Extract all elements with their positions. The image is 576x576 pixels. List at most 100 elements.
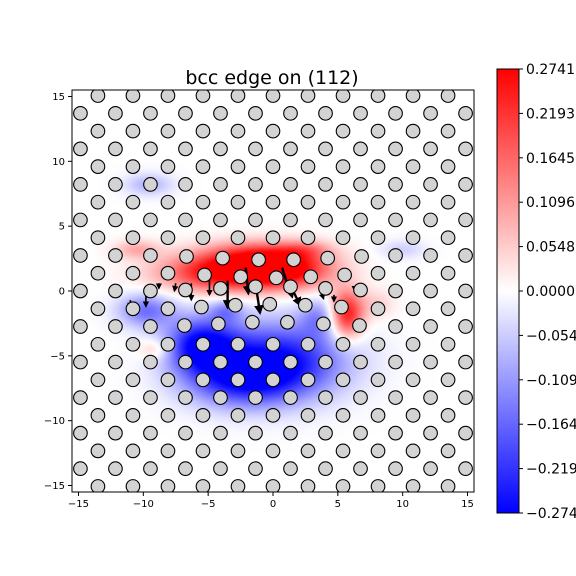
x-tick-label: −5: [201, 499, 216, 510]
atom: [405, 159, 421, 174]
atom: [248, 105, 263, 121]
atom: [353, 105, 368, 121]
atom: [213, 390, 228, 405]
y-tick-label: 10: [52, 157, 65, 168]
atom: [476, 160, 490, 174]
atom: [178, 282, 193, 298]
colorbar-tick-label: 0.2193: [526, 106, 575, 122]
atom: [388, 248, 403, 263]
x-tick-label: 5: [335, 499, 341, 510]
atom: [316, 316, 331, 332]
atom: [458, 212, 473, 228]
atom: [335, 443, 351, 459]
atom: [286, 252, 301, 268]
atom: [300, 159, 316, 174]
atom: [194, 299, 209, 315]
atom: [476, 373, 490, 387]
atom: [370, 443, 386, 459]
atom: [423, 141, 438, 157]
y-tick-label: 5: [59, 222, 65, 233]
atom: [108, 212, 123, 228]
colorbar-gradient: [496, 68, 520, 514]
atom: [248, 390, 263, 405]
atom: [476, 195, 490, 209]
atom: [423, 319, 438, 334]
atom: [265, 90, 281, 103]
atom: [210, 316, 226, 332]
atom: [56, 337, 70, 351]
colorbar-tick-label: −0.1645: [526, 417, 576, 433]
atom: [178, 177, 193, 192]
atom: [178, 461, 193, 477]
atom: [56, 266, 70, 280]
atom: [90, 443, 106, 459]
atom: [230, 159, 246, 174]
atom: [335, 230, 351, 246]
atom: [73, 319, 88, 334]
colorbar-tick-label: 0.1096: [526, 195, 575, 211]
atom: [440, 159, 456, 174]
atom: [283, 425, 298, 441]
atom: [248, 141, 263, 157]
atom: [405, 372, 421, 388]
atom: [195, 90, 211, 103]
atom: [405, 90, 421, 103]
atom: [440, 301, 456, 317]
atom: [195, 372, 211, 388]
atom: [265, 230, 281, 246]
atom: [476, 124, 490, 138]
y-tick-label: −5: [50, 351, 65, 362]
y-tick-label: −15: [44, 481, 65, 492]
atom: [476, 409, 490, 423]
atom: [108, 177, 123, 192]
atom: [90, 301, 106, 317]
atom: [160, 336, 176, 352]
atom: [423, 248, 438, 263]
atom: [195, 123, 211, 139]
atom: [268, 270, 284, 286]
atom: [318, 461, 333, 477]
atom: [265, 479, 281, 492]
colorbar-tick-label: 0.0548: [526, 240, 575, 256]
atom: [476, 266, 490, 280]
atom: [320, 250, 336, 266]
atom: [458, 248, 473, 263]
atom: [230, 479, 246, 492]
atom: [90, 123, 106, 139]
atom: [195, 230, 211, 246]
atom: [125, 372, 141, 388]
atom: [297, 297, 313, 313]
atom: [108, 105, 123, 121]
atom: [160, 443, 176, 459]
atom: [265, 159, 281, 174]
x-tick-label: 15: [461, 499, 474, 510]
atom: [283, 177, 298, 192]
atom: [213, 461, 228, 477]
y-tick-label: 15: [52, 92, 65, 103]
atom: [283, 461, 298, 477]
atom: [318, 425, 333, 441]
atom: [108, 390, 123, 405]
atom: [458, 141, 473, 157]
atom: [265, 194, 281, 210]
atom: [458, 105, 473, 121]
atom: [440, 90, 456, 103]
atom: [213, 281, 228, 296]
atom: [335, 90, 351, 103]
atom: [90, 90, 106, 103]
colorbar-tick-label: −0.2741: [526, 506, 576, 522]
atom: [160, 265, 176, 281]
atom: [440, 372, 456, 388]
atom: [160, 408, 176, 423]
atom: [227, 297, 243, 313]
atom: [353, 141, 368, 157]
atom: [423, 390, 438, 405]
atom: [318, 105, 333, 121]
atom: [213, 105, 228, 121]
atom: [248, 425, 263, 441]
atom: [73, 105, 88, 121]
atom: [388, 212, 403, 228]
atom: [423, 283, 438, 299]
atom: [230, 194, 246, 210]
atom: [300, 479, 316, 492]
